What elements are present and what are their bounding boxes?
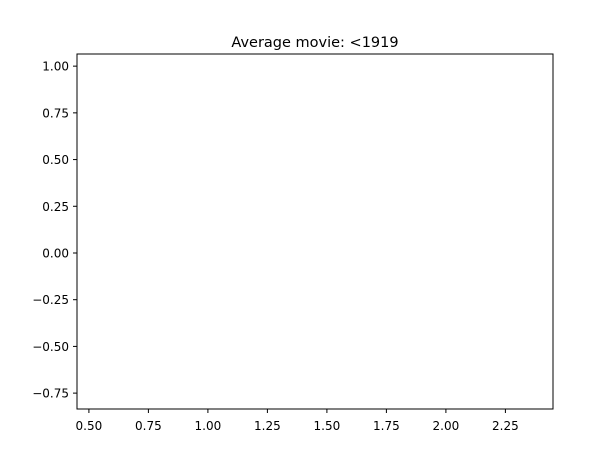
y-tick-label: 0.50 [42, 153, 69, 167]
chart-title: Average movie: <1919 [231, 35, 398, 51]
y-axis: −0.75 −0.50 −0.25 0.00 0.25 0.50 0.75 1.00 [32, 60, 77, 401]
y-tick-label: 0.00 [42, 246, 69, 260]
y-tick-label: −0.75 [32, 387, 69, 401]
x-tick-label: 1.75 [373, 419, 400, 433]
x-tick-label: 2.00 [433, 419, 460, 433]
x-tick-label: 1.00 [195, 419, 222, 433]
y-tick-label: −0.25 [32, 293, 69, 307]
x-tick-label: 2.25 [492, 419, 519, 433]
x-tick-label: 0.50 [76, 419, 103, 433]
y-tick-label: 0.75 [42, 106, 69, 120]
x-tick-label: 1.50 [314, 419, 341, 433]
plot-area [76, 53, 554, 410]
x-axis: 0.50 0.75 1.00 1.25 1.50 1.75 2.00 2.25 [76, 409, 519, 433]
y-tick-label: −0.50 [32, 340, 69, 354]
x-tick-label: 1.25 [254, 419, 281, 433]
x-tick-label: 0.75 [135, 419, 162, 433]
y-tick-label: 0.25 [42, 200, 69, 214]
y-tick-label: 1.00 [42, 60, 69, 74]
